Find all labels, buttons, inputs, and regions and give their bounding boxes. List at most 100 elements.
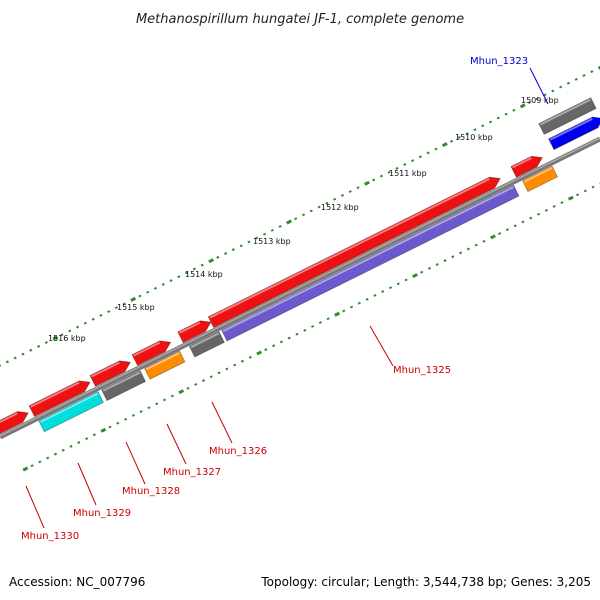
scale-tick [418, 155, 422, 159]
scale-tick [69, 444, 73, 448]
scale-tick [574, 77, 578, 81]
gene-label-mhun-1330[interactable]: Mhun_1330 [21, 531, 79, 542]
scale-tick [342, 309, 346, 313]
scale-tick [334, 311, 340, 317]
scale-tick [582, 74, 586, 77]
gene-mhun-1329-cds[interactable] [28, 380, 91, 418]
gene-features [0, 97, 600, 437]
scale-tick [459, 251, 463, 255]
scale-tick [451, 255, 455, 259]
scale-tick [0, 364, 2, 367]
scale-tick [498, 232, 502, 235]
scale-tick [318, 321, 322, 324]
scale-tick [37, 344, 41, 348]
gene-mhun-1324-cds[interactable] [510, 155, 543, 178]
gene-mhun-1323[interactable] [548, 116, 600, 151]
gene-mhun-1323-outer-highlight [539, 98, 591, 126]
backbone [0, 136, 600, 440]
scale-tick [194, 383, 198, 386]
scale-tick [186, 386, 190, 390]
scale-tick [161, 283, 165, 286]
scale-tick [270, 228, 274, 232]
gene-label-mhun-1329[interactable]: Mhun_1329 [73, 508, 131, 519]
scale-tick [13, 356, 17, 360]
gene-label-mhun-1326[interactable]: Mhun_1326 [209, 446, 267, 457]
gene-label-mhun-1328[interactable]: Mhun_1328 [122, 486, 180, 497]
scale-tick [443, 259, 447, 263]
scale-label-1516: 1516 kbp [48, 334, 86, 343]
gene-mhun-1323-outer[interactable] [538, 97, 597, 135]
label-leader-lines [25, 67, 549, 529]
scale-tick [116, 421, 120, 425]
scale-label-1510: 1510 kbp [455, 133, 493, 142]
gene-mhun-1327-highlight [145, 352, 180, 371]
scale-label-1513: 1513 kbp [253, 237, 291, 246]
gene-mhun-1328-cds[interactable] [89, 360, 131, 387]
scale-tick [286, 219, 292, 225]
gene-label-mhun-1323[interactable]: Mhun_1323 [470, 56, 528, 67]
scale-tick [29, 348, 33, 352]
scale-tick [349, 305, 354, 309]
scale-tick [427, 266, 432, 270]
scale-tick [340, 194, 345, 197]
scale-tick [482, 239, 486, 243]
gene-mhun-1330-highlight [0, 412, 18, 424]
scale-tick [381, 290, 385, 294]
scale-tick [473, 128, 477, 132]
scale-tick [505, 228, 509, 232]
scale-tick [294, 217, 298, 221]
scale-tick [216, 255, 220, 259]
gene-mhun-1330[interactable] [0, 411, 29, 437]
scale-tick [333, 197, 337, 201]
scale-tick [529, 216, 533, 220]
scale-tick [388, 286, 393, 290]
scale-tick [481, 124, 485, 128]
scale-tick [231, 248, 235, 252]
scale-tick [138, 294, 142, 298]
scale-tick [597, 65, 600, 70]
scale-tick [225, 367, 229, 371]
gene-mhun-1327-cds[interactable] [131, 340, 172, 366]
scale-tick [256, 350, 263, 356]
scale-tick [311, 324, 315, 328]
scale-labels: 1509 kbp 1510 kbp 1511 kbp 1512 kbp 1513… [48, 96, 559, 343]
gene-mhun-1329[interactable] [38, 391, 104, 433]
gene-mhun-1325[interactable] [221, 184, 520, 342]
scale-tick [108, 425, 112, 429]
gene-label-mhun-1325[interactable]: Mhun_1325 [393, 365, 451, 376]
scale-label-1514: 1514 kbp [185, 270, 223, 279]
scale-tick [521, 220, 525, 224]
scale-tick [325, 201, 329, 205]
scale-tick [551, 89, 555, 93]
gene-label-mhun-1327[interactable]: Mhun_1327 [163, 467, 221, 478]
leader-mhun-1326 [211, 401, 233, 444]
scale-tick [200, 263, 204, 267]
gene-mhun-1326-cds[interactable] [177, 320, 212, 344]
scale-tick [92, 433, 96, 437]
scale-tick [146, 290, 150, 294]
scale-tick [567, 195, 574, 201]
gene-mhun-1326-cds-highlight [178, 321, 201, 334]
scale-tick [590, 70, 594, 74]
gene-mhun-1324[interactable] [522, 165, 559, 193]
scale-tick [21, 352, 25, 356]
gene-mhun-1326[interactable] [188, 331, 225, 358]
scale-tick [124, 417, 128, 421]
scale-tick [83, 321, 87, 325]
gene-labels: Mhun_1323 Mhun_1325 Mhun_1326 Mhun_1327 … [21, 56, 528, 542]
gene-mhun-1327[interactable] [144, 350, 186, 380]
gene-mhun-1325-cds[interactable] [207, 176, 501, 329]
scale-tick [395, 166, 399, 170]
backbone-line [0, 136, 600, 440]
scale-tick [139, 410, 143, 414]
scale-tick [147, 406, 151, 410]
scale-tick [496, 116, 500, 120]
scale-tick [68, 329, 72, 333]
scale-tick [217, 371, 221, 375]
scale-tick [435, 263, 439, 266]
gene-mhun-1328[interactable] [101, 370, 147, 402]
scale-tick [466, 247, 470, 251]
scale-tick [512, 108, 516, 112]
leader-mhun-1327 [166, 423, 187, 465]
scale-tick [239, 244, 243, 248]
